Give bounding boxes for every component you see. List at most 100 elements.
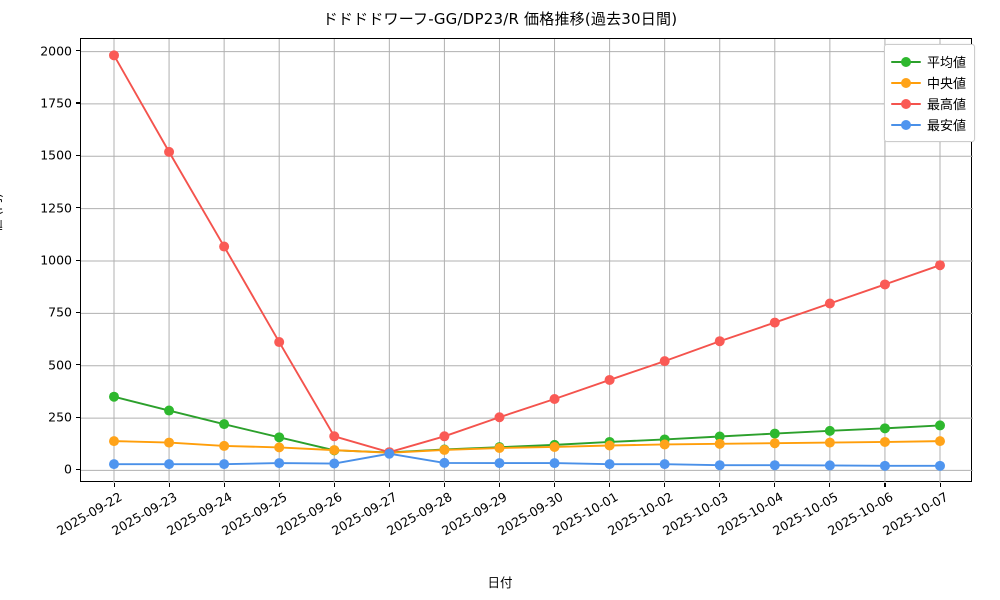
- data-point: [714, 336, 725, 347]
- data-point: [769, 438, 780, 449]
- y-tick-mark: [76, 50, 80, 52]
- data-point: [879, 436, 890, 447]
- y-tick-mark: [76, 311, 80, 313]
- data-point: [714, 431, 725, 442]
- y-tick-label: 0: [64, 461, 72, 477]
- data-point: [769, 317, 780, 328]
- data-point: [109, 459, 119, 470]
- data-point: [219, 419, 230, 430]
- data-point: [549, 441, 560, 452]
- x-tick-mark: [113, 483, 115, 487]
- y-axis-label: 値 (円): [0, 193, 4, 232]
- data-point: [329, 431, 340, 442]
- data-point: [604, 374, 615, 385]
- data-point: [274, 442, 285, 453]
- y-tick-label: 2000: [40, 43, 72, 59]
- x-axis-label: 日付: [487, 575, 513, 590]
- y-tick-label: 500: [48, 357, 72, 373]
- data-point: [659, 439, 670, 450]
- legend-item-1[interactable]: 中央値: [891, 72, 966, 93]
- data-point: [824, 298, 835, 309]
- series-line-2: [113, 54, 941, 454]
- chart-title: ドドドドワーフ-GG/DP23/R 価格推移(過去30日間): [322, 10, 678, 28]
- data-point: [164, 146, 175, 157]
- y-tick-label: 750: [48, 304, 72, 320]
- data-point: [274, 458, 285, 469]
- data-point: [164, 437, 175, 448]
- x-tick-mark: [333, 483, 335, 487]
- data-point: [604, 440, 615, 451]
- x-tick-mark: [278, 483, 280, 487]
- data-point: [109, 391, 119, 402]
- x-tick-mark: [168, 483, 170, 487]
- data-series-layer: [109, 50, 945, 471]
- x-tick-mark: [388, 483, 390, 487]
- data-point: [935, 420, 945, 431]
- x-tick-mark: [223, 483, 225, 487]
- data-point: [549, 458, 560, 469]
- x-tick-mark: [774, 483, 776, 487]
- data-point: [494, 458, 505, 469]
- data-point: [714, 438, 725, 449]
- y-tick-mark: [76, 207, 80, 209]
- data-point: [164, 459, 175, 470]
- data-point: [714, 460, 725, 471]
- data-point: [219, 440, 230, 451]
- data-point: [439, 457, 450, 468]
- series-line-3: [113, 452, 941, 467]
- x-tick-mark: [554, 483, 556, 487]
- series-line-1: [113, 440, 941, 454]
- data-point: [659, 356, 670, 367]
- data-point: [604, 459, 615, 470]
- data-point: [274, 432, 285, 443]
- legend-label: 中央値: [927, 77, 967, 92]
- data-point: [824, 425, 835, 436]
- y-tick-label: 1750: [40, 95, 72, 111]
- data-point: [769, 460, 780, 471]
- y-tick-label: 1250: [40, 200, 72, 216]
- data-point: [274, 337, 285, 348]
- data-point: [879, 460, 890, 471]
- y-tick-mark: [76, 102, 80, 104]
- data-point: [879, 279, 890, 290]
- legend-label: 最高値: [927, 98, 967, 113]
- series-line-0: [113, 395, 941, 454]
- x-tick-mark: [939, 483, 941, 487]
- x-tick-mark: [443, 483, 445, 487]
- data-point: [824, 460, 835, 471]
- data-point: [109, 50, 119, 61]
- y-tick-mark: [76, 364, 80, 366]
- x-tick-mark: [609, 483, 611, 487]
- y-tick-mark: [76, 259, 80, 261]
- y-tick-label: 250: [48, 409, 72, 425]
- x-tick-mark: [884, 483, 886, 487]
- legend-item-0[interactable]: 平均値: [891, 51, 966, 72]
- y-tick-mark: [76, 416, 80, 418]
- legend-swatch-icon: [891, 55, 921, 69]
- data-point: [879, 423, 890, 434]
- data-point: [219, 459, 230, 470]
- legend-swatch-icon: [891, 118, 921, 132]
- data-point: [164, 405, 175, 416]
- y-tick-mark: [76, 468, 80, 471]
- data-point: [659, 459, 670, 470]
- data-point: [935, 260, 945, 271]
- x-tick-mark: [719, 483, 721, 487]
- legend-label: 最安値: [927, 119, 967, 134]
- data-point: [494, 412, 505, 423]
- legend-item-2[interactable]: 最高値: [891, 93, 966, 114]
- y-tick-label: 1000: [40, 252, 72, 268]
- data-point: [549, 394, 560, 405]
- plot-area: [80, 38, 973, 487]
- data-point: [439, 431, 450, 442]
- data-point: [329, 445, 340, 456]
- data-point: [824, 437, 835, 448]
- data-point: [935, 460, 945, 471]
- legend-item-3[interactable]: 最安値: [891, 114, 966, 135]
- data-point: [935, 436, 945, 447]
- legend-swatch-icon: [891, 76, 921, 90]
- y-tick-label: 1500: [40, 147, 72, 163]
- legend-swatch-icon: [891, 97, 921, 111]
- data-point: [439, 444, 450, 455]
